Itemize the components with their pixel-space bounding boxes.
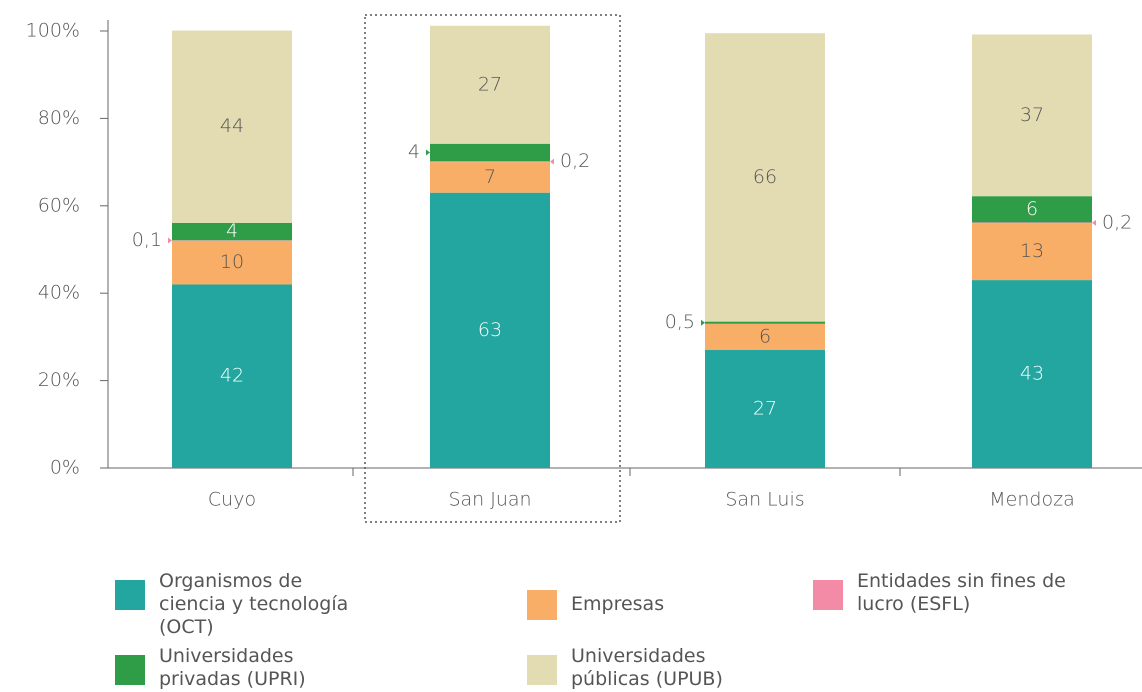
y-tick-label: 40% (38, 282, 80, 304)
bar-segment (430, 25, 550, 144)
bar-segment (972, 34, 1092, 197)
bar-segment (172, 240, 292, 285)
legend-label: Organismos de ciencia y tecnología (OCT) (159, 570, 349, 638)
bar-segment (172, 30, 292, 223)
legend-item: Entidades sin fines de lucro (ESFL) (813, 570, 1113, 616)
data-label: 7 (484, 166, 496, 188)
x-tick-label: San Juan (448, 489, 531, 511)
legend-swatch (527, 590, 557, 620)
legend-item: Universidades privadas (UPRI) (115, 645, 435, 691)
x-tick-label: San Luis (725, 489, 804, 511)
y-tick-label: 20% (38, 369, 80, 391)
label-marker (168, 237, 172, 244)
label-marker (701, 319, 705, 326)
data-label: 6 (759, 325, 771, 347)
highlight-box (364, 14, 621, 523)
data-label: 0,5 (665, 311, 695, 333)
y-tick-label: 100% (26, 20, 80, 42)
data-label: 10 (220, 251, 244, 273)
bar-segment (172, 284, 292, 468)
data-label: 66 (753, 166, 777, 188)
x-tick-label: Cuyo (208, 489, 256, 511)
bar-segment (430, 161, 550, 163)
bar-segment (972, 223, 1092, 281)
bar-segment (972, 196, 1092, 223)
data-label: 63 (478, 319, 502, 341)
data-label: 4 (408, 141, 420, 163)
data-label: 42 (220, 365, 244, 387)
x-tick-label: Mendoza (989, 489, 1074, 511)
data-label: 6 (1026, 198, 1038, 220)
y-tick-label: 80% (38, 107, 80, 129)
label-marker (1092, 219, 1096, 226)
data-label: 27 (478, 73, 502, 95)
data-label: 0,1 (132, 229, 162, 251)
bar-segment (705, 321, 825, 324)
data-label: 13 (1020, 240, 1044, 262)
bar-segment (430, 192, 550, 468)
data-label: 43 (1020, 363, 1044, 385)
data-label: 0,2 (1102, 211, 1132, 233)
legend-label: Universidades públicas (UPUB) (571, 645, 723, 690)
label-marker (550, 158, 554, 165)
legend-swatch (115, 580, 145, 610)
legend-label: Entidades sin fines de lucro (ESFL) (857, 570, 1066, 615)
bar-segment (430, 143, 550, 162)
bar-segment (430, 162, 550, 193)
data-label: 27 (753, 398, 777, 420)
data-label: 37 (1020, 104, 1044, 126)
bar-segment (705, 350, 825, 468)
data-label: 0,2 (560, 150, 590, 172)
bar-segment (705, 33, 825, 322)
legend-item: Empresas (527, 580, 727, 620)
legend-swatch (527, 655, 557, 685)
bar-segment (172, 222, 292, 241)
legend-swatch (813, 580, 843, 610)
bar-segment (705, 323, 825, 351)
data-label: 44 (220, 115, 244, 137)
legend-label: Universidades privadas (UPRI) (159, 645, 306, 690)
y-tick-label: 60% (38, 194, 80, 216)
bar-segment (972, 280, 1092, 468)
legend-label: Empresas (571, 593, 665, 615)
label-marker (426, 149, 430, 156)
legend-swatch (115, 655, 145, 685)
legend-item: Organismos de ciencia y tecnología (OCT) (115, 570, 415, 639)
legend-item: Universidades públicas (UPUB) (527, 645, 847, 691)
data-label: 4 (226, 220, 238, 242)
y-tick-label: 0% (50, 457, 80, 479)
bar-segment (972, 222, 1092, 224)
